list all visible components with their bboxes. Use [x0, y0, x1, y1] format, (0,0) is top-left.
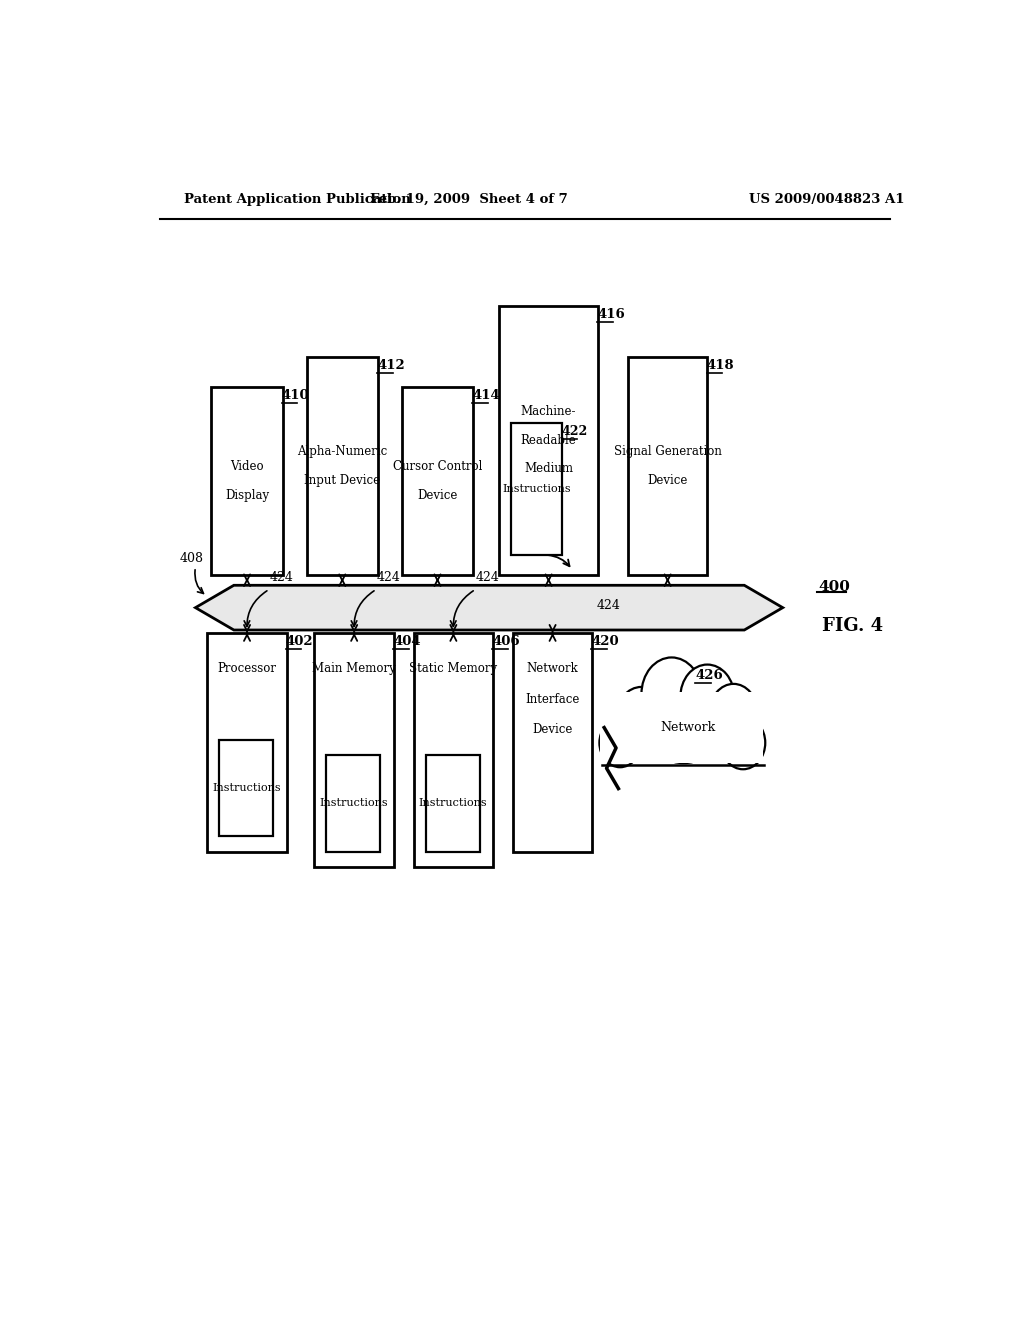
Bar	[513, 634, 592, 851]
Text: 406: 406	[493, 635, 520, 648]
Text: 402: 402	[286, 635, 313, 648]
Ellipse shape	[710, 684, 758, 741]
Ellipse shape	[641, 657, 701, 731]
Text: Instructions: Instructions	[418, 799, 486, 808]
Bar	[600, 692, 763, 763]
Text: Instructions: Instructions	[319, 799, 388, 808]
Text: Main Memory: Main Memory	[312, 663, 396, 675]
Bar	[314, 634, 394, 867]
Text: Display: Display	[225, 488, 269, 502]
Ellipse shape	[599, 718, 641, 767]
Text: 416: 416	[597, 308, 626, 321]
Text: Alpha-Numeric: Alpha-Numeric	[297, 445, 387, 458]
Bar	[207, 634, 287, 851]
Text: 404: 404	[393, 635, 421, 648]
Bar	[511, 422, 562, 554]
Text: FIG. 4: FIG. 4	[822, 616, 884, 635]
Text: 420: 420	[592, 635, 620, 648]
Ellipse shape	[680, 664, 734, 730]
Ellipse shape	[616, 686, 667, 748]
Text: Cursor Control: Cursor Control	[393, 461, 482, 474]
Bar	[499, 306, 598, 576]
Text: Interface: Interface	[525, 693, 580, 706]
Text: 426: 426	[695, 669, 723, 681]
Text: Video: Video	[230, 461, 264, 474]
Text: Instructions: Instructions	[503, 483, 571, 494]
Text: Device: Device	[532, 723, 572, 737]
Bar	[401, 387, 473, 576]
Ellipse shape	[721, 717, 765, 770]
Text: Signal Generation: Signal Generation	[613, 445, 722, 458]
Polygon shape	[196, 585, 782, 630]
Bar	[219, 739, 273, 837]
Text: 400: 400	[818, 581, 850, 594]
Bar	[306, 356, 378, 576]
Text: Device: Device	[418, 488, 458, 502]
Text: Network: Network	[526, 663, 579, 675]
Text: 410: 410	[282, 389, 309, 403]
Text: US 2009/0048823 A1: US 2009/0048823 A1	[749, 193, 904, 206]
Text: Patent Application Publication: Patent Application Publication	[183, 193, 411, 206]
Text: 412: 412	[377, 359, 404, 372]
Text: Processor: Processor	[217, 663, 276, 675]
Text: Input Device: Input Device	[304, 474, 380, 487]
Text: Machine-: Machine-	[521, 405, 577, 418]
Text: Device: Device	[647, 474, 688, 487]
Text: Readable: Readable	[521, 434, 577, 447]
Bar	[426, 755, 479, 851]
Text: 424: 424	[269, 570, 293, 583]
Bar	[414, 634, 493, 867]
Text: Static Memory: Static Memory	[410, 663, 498, 675]
Text: Instructions: Instructions	[212, 783, 281, 793]
Bar	[596, 713, 767, 774]
Bar	[211, 387, 283, 576]
Text: Medium: Medium	[524, 462, 573, 475]
Text: Feb. 19, 2009  Sheet 4 of 7: Feb. 19, 2009 Sheet 4 of 7	[371, 193, 568, 206]
Text: 422: 422	[562, 425, 588, 438]
Text: 424: 424	[475, 570, 500, 583]
Text: 418: 418	[707, 359, 734, 372]
Bar	[327, 755, 380, 851]
Text: 424: 424	[596, 599, 621, 612]
Text: 424: 424	[377, 570, 400, 583]
Ellipse shape	[655, 722, 712, 763]
Bar	[628, 356, 708, 576]
Text: Network: Network	[659, 721, 715, 734]
Text: 408: 408	[179, 552, 204, 565]
Text: 414: 414	[472, 389, 500, 403]
